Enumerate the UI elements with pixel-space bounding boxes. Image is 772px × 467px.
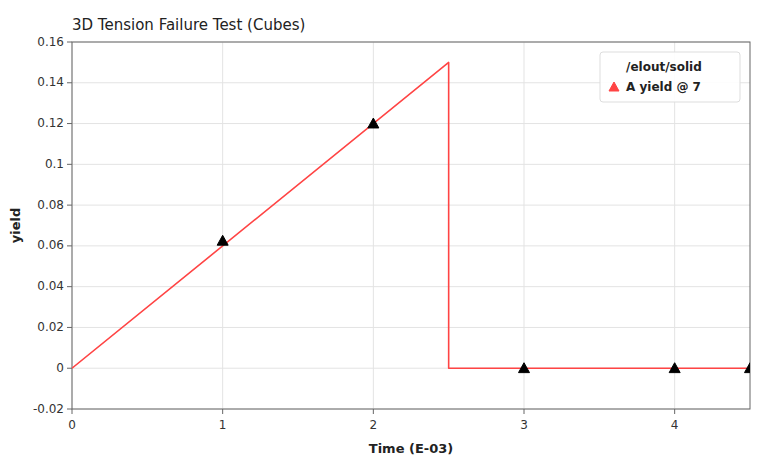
tick-mark — [67, 327, 72, 328]
grid — [72, 42, 750, 409]
plot-background — [72, 42, 750, 409]
tick-label: 0 — [68, 418, 76, 432]
tick-label: 2 — [370, 418, 378, 432]
legend: /elout/solid A yield @ 7 — [600, 52, 740, 102]
tick-mark — [524, 409, 525, 414]
tick-mark — [67, 409, 72, 410]
tick-mark — [67, 123, 72, 124]
annotation: /elout/solid — [626, 60, 702, 74]
point — [669, 363, 680, 373]
point — [217, 235, 228, 245]
chart-container: -0.02 0 0.02 0.04 0.06 0.08 0.1 0.12 0.14 0.16 0 1 2… — [0, 0, 772, 467]
legend-swatch — [609, 82, 619, 91]
tick-mark — [67, 82, 72, 83]
point — [368, 118, 379, 128]
tick-mark — [72, 409, 73, 414]
tick-label: 0.14 — [37, 75, 64, 89]
plot-frame — [72, 42, 750, 409]
x-axis-label: Time (E-03) — [369, 441, 453, 456]
data-area — [72, 62, 750, 372]
tick-label: 0.08 — [37, 198, 64, 212]
tick-label: -0.02 — [33, 402, 64, 416]
tick-mark — [67, 42, 72, 43]
grid-line — [373, 42, 374, 409]
tick-label: 0.1 — [45, 157, 64, 171]
grid-line — [222, 42, 223, 409]
chart: -0.02 0 0.02 0.04 0.06 0.08 0.1 0.12 0.14 0.16 0 1 2… — [0, 0, 772, 467]
tick-label: 0 — [56, 361, 64, 375]
point — [519, 363, 530, 373]
grid-line — [72, 123, 750, 124]
grid-line — [72, 205, 750, 206]
tick-label: 0.02 — [37, 320, 64, 334]
tick-label: 3 — [520, 418, 528, 432]
grid-line — [72, 245, 750, 246]
legend-box — [600, 52, 740, 102]
tick-label: 0.04 — [37, 279, 64, 293]
legend-label: A yield @ 7 — [626, 80, 701, 94]
tick-label: 4 — [671, 418, 679, 432]
grid-line — [524, 42, 525, 409]
grid-line — [72, 327, 750, 328]
tick-mark — [67, 286, 72, 287]
line — [72, 62, 750, 368]
title: 3D Tension Failure Test (Cubes) — [72, 16, 305, 34]
tick-label: 0.12 — [37, 116, 64, 130]
y-axis-label: yield — [8, 208, 23, 244]
tick-mark — [674, 409, 675, 414]
tick-mark — [373, 409, 374, 414]
tick-mark — [67, 368, 72, 369]
tick-mark — [67, 245, 72, 246]
grid-line — [72, 164, 750, 165]
tick-label: 1 — [219, 418, 227, 432]
tick-mark — [67, 205, 72, 206]
tick-label: 0.16 — [37, 35, 64, 49]
tick-mark — [67, 164, 72, 165]
tick-mark — [222, 409, 223, 414]
axes: -0.02 0 0.02 0.04 0.06 0.08 0.1 0.12 0.14 0.16 0 1 2… — [33, 35, 750, 433]
tick-label: 0.06 — [37, 238, 64, 252]
point — [745, 363, 751, 373]
